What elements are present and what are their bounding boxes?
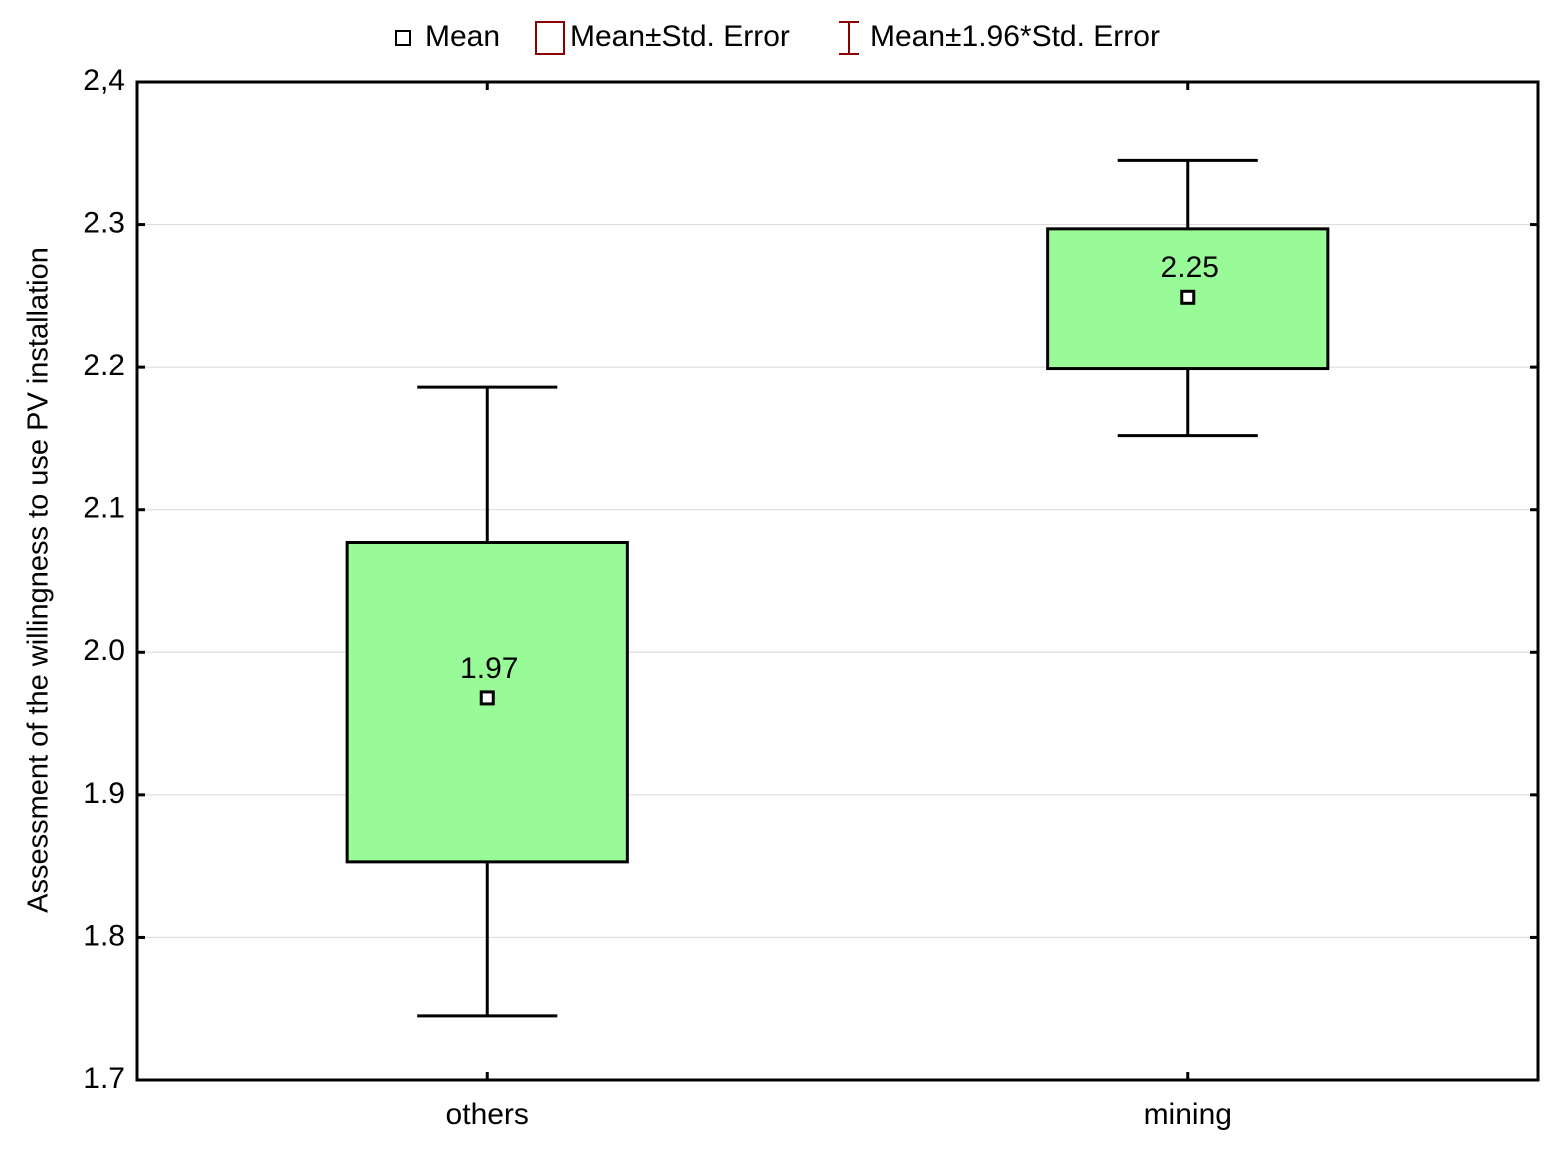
- y-tick-label: 2.3: [83, 206, 125, 239]
- mean-marker: [1180, 289, 1196, 305]
- y-tick-label: 2.2: [83, 349, 125, 382]
- y-tick-label: 1.9: [83, 777, 125, 810]
- plot-frame: [135, 80, 1540, 1082]
- legend-label: Mean±1.96*Std. Error: [870, 20, 1160, 53]
- y-tick-label: 2.1: [83, 492, 125, 525]
- y-tick-label: 2.0: [83, 634, 125, 667]
- legend-icon: [535, 21, 565, 55]
- y-tick-label: 1.8: [83, 919, 125, 952]
- y-tick-label: 1.7: [83, 1062, 125, 1095]
- x-tick-label: others: [446, 1098, 529, 1131]
- legend-label: Mean±Std. Error: [570, 20, 790, 53]
- y-axis-label: Assessment of the willingness to use PV …: [23, 247, 55, 913]
- legend-icon: [395, 30, 411, 46]
- value-label: 2.25: [1161, 251, 1219, 284]
- x-tick-label: mining: [1144, 1098, 1232, 1131]
- legend-label: Mean: [425, 20, 500, 53]
- y-tick-label: 2,4: [83, 64, 125, 97]
- value-label: 1.97: [460, 652, 518, 685]
- mean-marker: [479, 690, 495, 706]
